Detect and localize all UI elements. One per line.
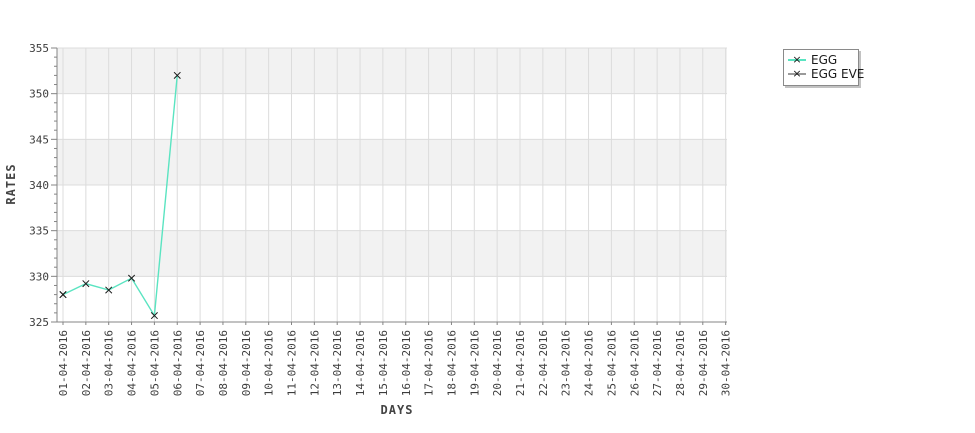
legend: × EGG × EGG EVE: [783, 49, 864, 86]
x-tick-label: 26-04-2016: [628, 330, 641, 396]
x-tick-label: 24-04-2016: [583, 330, 596, 396]
x-tick-label: 10-04-2016: [263, 330, 276, 396]
x-tick-label: 23-04-2016: [560, 330, 573, 396]
band: [57, 48, 727, 94]
x-tick-label: 20-04-2016: [491, 330, 504, 396]
x-tick-label: 22-04-2016: [537, 330, 550, 396]
data-point-x-marker: [127, 274, 136, 282]
band: [57, 230, 727, 277]
x-tick-label: 16-04-2016: [400, 330, 413, 396]
x-tick-label: 25-04-2016: [605, 330, 618, 396]
x-tick-label: 15-04-2016: [377, 330, 390, 396]
x-tick-label: 04-04-2016: [126, 330, 139, 396]
y-tick-label: 355: [29, 42, 49, 55]
x-tick-label: 09-04-2016: [240, 330, 253, 396]
y-tick-label: 325: [29, 316, 49, 329]
x-marker-icon: ×: [792, 67, 802, 80]
x-tick-label: 01-04-2016: [57, 330, 70, 396]
legend-marker-egg-icon: ×: [788, 53, 806, 66]
x-tick-label: 21-04-2016: [514, 330, 527, 396]
x-tick-label: 17-04-2016: [423, 330, 436, 396]
legend-item-egg-eve[interactable]: × EGG EVE: [788, 67, 864, 81]
x-tick-label: 05-04-2016: [148, 330, 161, 396]
x-marker-icon: ×: [792, 53, 802, 66]
x-tick-label: 12-04-2016: [308, 330, 321, 396]
y-tick-label: 350: [29, 88, 49, 101]
y-tick-label: 340: [29, 179, 49, 192]
x-tick-label: 27-04-2016: [651, 330, 664, 396]
y-axis-title: RATES: [4, 163, 18, 205]
x-tick-label: 14-04-2016: [354, 330, 367, 396]
x-axis-title: DAYS: [380, 403, 414, 417]
y-tick-label: 345: [29, 133, 49, 146]
data-point-x-marker: [105, 286, 113, 294]
legend-marker-egg-eve-icon: ×: [788, 67, 806, 80]
legend-label-egg-eve: EGG EVE: [811, 67, 865, 81]
data-point-x-marker: [59, 291, 67, 299]
x-tick-label: 29-04-2016: [697, 330, 710, 396]
y-tick-label: 335: [29, 225, 49, 238]
legend-label-egg: EGG: [811, 53, 838, 67]
x-tick-label: 13-04-2016: [331, 330, 344, 396]
x-tick-label: 30-04-2016: [720, 330, 733, 396]
x-tick-label: 28-04-2016: [674, 330, 687, 396]
data-point-x-marker: [82, 280, 90, 288]
x-tick-label: 11-04-2016: [286, 330, 299, 396]
legend-item-egg[interactable]: × EGG: [788, 53, 853, 67]
x-tick-label: 18-04-2016: [445, 330, 458, 396]
x-tick-label: 02-04-2016: [80, 330, 93, 396]
y-tick-label: 330: [29, 270, 49, 283]
series-line-egg: [62, 75, 178, 318]
x-tick-label: 06-04-2016: [171, 330, 184, 396]
x-tick-label: 19-04-2016: [468, 330, 481, 396]
x-tick-label: 03-04-2016: [103, 330, 116, 396]
data-point-x-marker: [150, 312, 158, 320]
x-tick-label: 08-04-2016: [217, 330, 230, 396]
band: [57, 139, 727, 185]
x-tick-label: 07-04-2016: [194, 330, 207, 396]
data-point-x-marker: [173, 71, 181, 79]
